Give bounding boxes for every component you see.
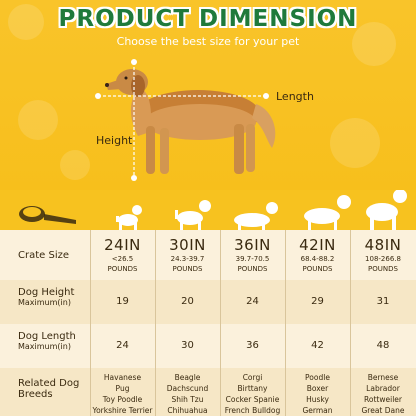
length-value: 30: [181, 340, 194, 351]
crate-size-30: 30IN 24.3-39.7 POUNDS: [169, 236, 206, 273]
paw-print-icon: [8, 4, 44, 40]
length-value: 36: [246, 340, 259, 351]
row-label-breeds: Related Dog Breeds: [18, 378, 80, 400]
table-row: [0, 280, 416, 324]
dog-silhouette-icon: [304, 195, 351, 233]
paw-print-icon: [18, 100, 58, 140]
dog-silhouette-icon: [175, 200, 211, 233]
height-value: 20: [181, 296, 194, 307]
divider: [350, 230, 351, 416]
divider: [285, 230, 286, 416]
paw-print-icon: [330, 118, 380, 168]
size-table: Crate Size Dog Height Maximum(in) Dog Le…: [0, 230, 416, 416]
paw-print-icon: [352, 22, 396, 66]
height-value: 31: [376, 296, 390, 307]
breed-list: Bernese Labrador Rottweiler Great Dane: [361, 373, 405, 415]
crate-size-24: 24IN <26.5 POUNDS: [104, 236, 141, 273]
divider: [155, 230, 156, 416]
breed-list: Corgi Birttany Cocker Spanie French Bull…: [224, 373, 281, 415]
breed-list: Beagle Dachscund Shih Tzu Chihuahua: [166, 373, 209, 415]
dog-silhouette-icon: [234, 202, 278, 233]
divider: [220, 230, 221, 416]
length-value: 42: [311, 340, 324, 351]
page-subtitle: Choose the best size for your pet: [116, 35, 300, 48]
breed-list: Havanese Pug Toy Poodle Yorkshire Terrie…: [92, 373, 153, 415]
length-value: 48: [376, 340, 390, 351]
length-value: 24: [116, 340, 129, 351]
row-label-dog-height: Dog Height Maximum(in): [18, 287, 75, 307]
header-banner: PRODUCT DIMENSION Choose the best size f…: [0, 0, 416, 190]
length-label: Length: [276, 90, 314, 103]
dog-silhouette-icon: [116, 205, 142, 232]
height-label: Height: [96, 134, 133, 147]
crate-size-42: 42IN 68.4-88.2 POUNDS: [299, 236, 336, 273]
dog-silhouette-strip: [19, 190, 407, 234]
crate-size-48: 48IN 108-266.8 POUNDS: [364, 236, 402, 273]
paw-print-icon: [60, 150, 90, 180]
table-row: [0, 368, 416, 416]
dog-photo: [95, 59, 276, 181]
dog-silhouette-icon: [366, 190, 407, 234]
crate-size-36: 36IN 39.7-70.5 POUNDS: [234, 236, 271, 273]
table-row: [0, 230, 416, 280]
height-value: 24: [246, 296, 259, 307]
divider: [90, 230, 91, 416]
row-label-crate-size: Crate Size: [18, 250, 70, 261]
page-title: PRODUCT DIMENSION: [58, 6, 358, 32]
row-label-dog-length: Dog Length Maximum(in): [18, 331, 76, 351]
tape-measure-icon: [19, 206, 76, 224]
height-value: 19: [116, 296, 129, 307]
breed-list: Poodle Boxer Husky German SHepherd: [302, 373, 333, 415]
table-row: [0, 324, 416, 368]
height-value: 29: [311, 296, 324, 307]
